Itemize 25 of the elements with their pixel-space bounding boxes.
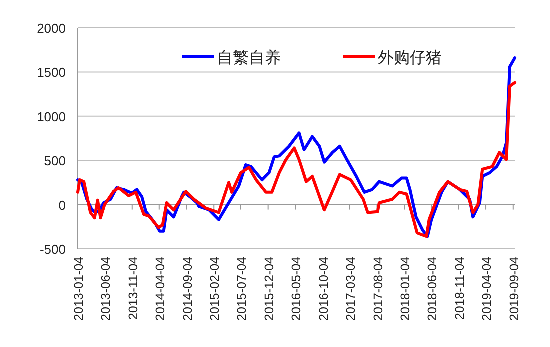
x-tick-label: 2013-06-04 [99, 256, 114, 321]
x-tick-label: 2016-05-04 [290, 256, 304, 321]
y-tick-label: 500 [44, 154, 66, 169]
legend-label: 自繁自养 [217, 49, 281, 67]
legend-label: 外购仔猪 [378, 49, 442, 67]
y-tick-label: 1500 [37, 65, 66, 80]
x-tick-label: 2019-09-04 [507, 256, 522, 321]
x-tick-label: 2014-04-04 [153, 256, 168, 321]
x-tick-label: 2015-07-04 [234, 256, 249, 321]
x-tick-label: 2015-12-04 [262, 256, 276, 321]
y-tick-label: -500 [40, 242, 66, 257]
x-tick-label: 2013-11-04 [126, 256, 140, 320]
x-tick-label: 2014-09-04 [180, 256, 195, 321]
x-tick-label: 2018-06-04 [426, 256, 440, 321]
x-tick-label: 2013-01-04 [72, 256, 86, 321]
x-tick-label: 2018-01-04 [398, 256, 413, 321]
y-tick-label: 0 [58, 198, 66, 213]
x-tick-label: 2017-03-04 [344, 256, 358, 321]
x-tick-label: 2019-04-04 [480, 256, 494, 321]
y-tick-label: 1000 [37, 109, 66, 124]
y-tick-label: 2000 [37, 21, 66, 36]
x-tick-label: 2015-02-04 [208, 256, 222, 321]
x-tick-label: 2016-10-04 [316, 256, 331, 321]
x-tick-label: 2017-08-04 [371, 256, 386, 321]
x-tick-label: 2018-11-04 [453, 256, 468, 320]
